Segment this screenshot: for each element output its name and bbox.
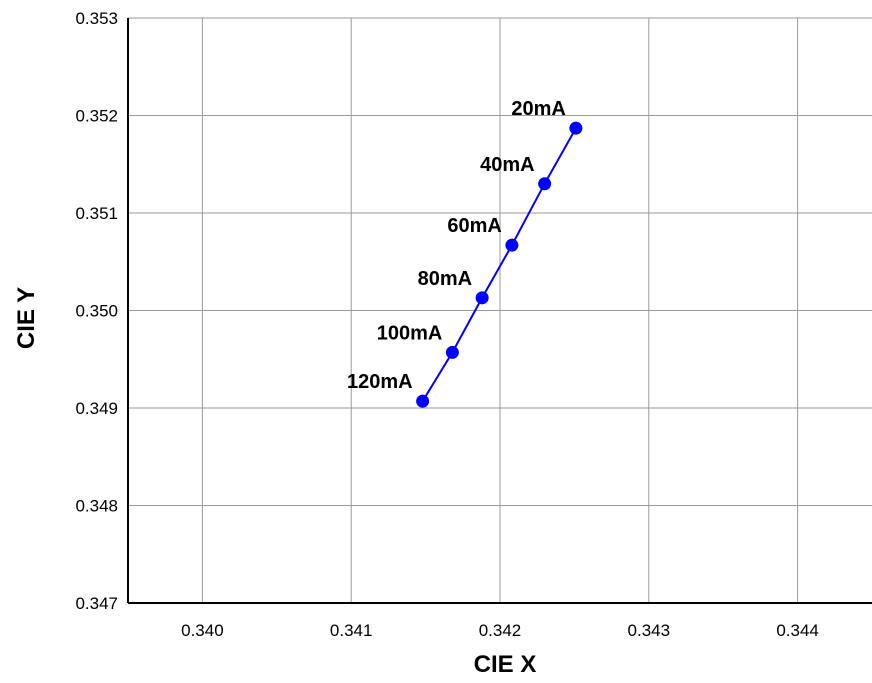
y-tick-label: 0.351 xyxy=(75,204,118,223)
x-tick-label: 0.341 xyxy=(330,621,373,640)
x-tick-label: 0.343 xyxy=(628,621,671,640)
x-tick-label: 0.344 xyxy=(776,621,819,640)
point-label: 120mA xyxy=(347,371,413,393)
data-point xyxy=(416,394,430,408)
y-tick-label: 0.353 xyxy=(75,9,118,28)
y-tick-label: 0.349 xyxy=(75,399,118,418)
axes xyxy=(127,18,872,604)
data-point xyxy=(569,121,583,135)
y-tick-label: 0.348 xyxy=(75,497,118,516)
data-point xyxy=(505,238,519,252)
grid xyxy=(128,17,872,603)
point-label: 100mA xyxy=(377,322,443,344)
point-label: 80mA xyxy=(418,268,472,290)
x-tick-labels: 0.340 0.341 0.342 0.343 0.344 xyxy=(181,621,819,640)
x-axis-title: CIE X xyxy=(474,651,537,678)
data-series xyxy=(416,121,583,408)
y-tick-label: 0.352 xyxy=(75,107,118,126)
point-label: 40mA xyxy=(480,154,534,176)
point-labels: 20mA 40mA 60mA 80mA 100mA 120mA xyxy=(347,98,566,393)
point-label: 60mA xyxy=(447,215,501,237)
data-point xyxy=(475,291,489,305)
series-line xyxy=(421,127,577,402)
data-point xyxy=(445,345,459,359)
y-tick-labels: 0.347 0.348 0.349 0.350 0.351 0.352 0.353 xyxy=(75,9,118,613)
x-tick-label: 0.342 xyxy=(479,621,522,640)
x-tick-label: 0.340 xyxy=(181,621,224,640)
y-tick-label: 0.350 xyxy=(75,302,118,321)
point-label: 20mA xyxy=(511,98,565,120)
y-tick-label: 0.347 xyxy=(75,594,118,613)
data-point xyxy=(538,177,552,191)
y-axis-title: CIE Y xyxy=(13,287,40,349)
